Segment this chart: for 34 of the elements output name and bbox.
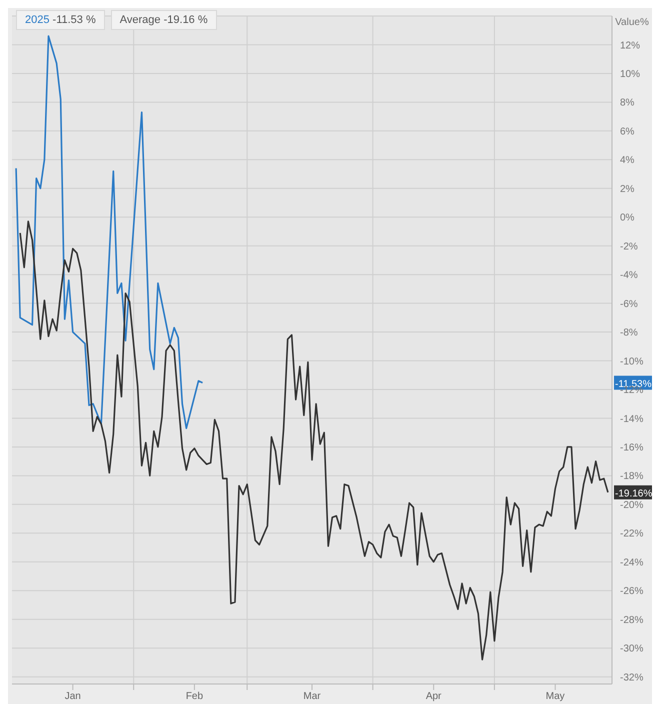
line-series bbox=[15, 35, 204, 430]
x-tick-label: May bbox=[546, 691, 565, 702]
y-tick-label: 12% bbox=[620, 40, 640, 52]
y-tick-label: -26% bbox=[620, 586, 644, 598]
y-tick-label: -30% bbox=[620, 644, 644, 655]
y-tick-label: 10% bbox=[620, 69, 640, 80]
y-tick-label: -16% bbox=[620, 442, 644, 454]
x-tick-label: Apr bbox=[426, 691, 442, 702]
y-tick-label: 4% bbox=[620, 155, 635, 166]
y-axis-title: Value% bbox=[615, 17, 649, 28]
y-tick-label: 0% bbox=[620, 212, 635, 224]
annotation: -19.16 % bbox=[162, 14, 208, 26]
x-tick-label: Feb bbox=[186, 691, 204, 702]
x-tick-label: Mar bbox=[303, 691, 322, 702]
value-tag: -19.16% bbox=[614, 485, 652, 500]
y-tick-label: -22% bbox=[620, 528, 644, 540]
y-tick-label: -6% bbox=[620, 298, 638, 310]
y-tick-label: -8% bbox=[620, 328, 638, 339]
y-tick-label: -4% bbox=[620, 270, 638, 282]
y-tick-label: 2% bbox=[620, 184, 635, 195]
series-label: 2025 bbox=[25, 14, 50, 26]
y-tick-label: -28% bbox=[620, 614, 644, 626]
text: Average bbox=[120, 14, 161, 26]
y-tick-label: -10% bbox=[620, 356, 644, 368]
y-tick-label: 8% bbox=[620, 98, 635, 109]
y-tick-label: -20% bbox=[620, 500, 644, 511]
y-tick-label: -14% bbox=[620, 414, 644, 425]
y-tick-label: -24% bbox=[620, 557, 644, 568]
annotation: -11.53 % bbox=[52, 14, 96, 26]
y-tick-label: 6% bbox=[620, 126, 635, 138]
x-tick-label: Jan bbox=[64, 691, 81, 702]
y-tick-label: -18% bbox=[620, 471, 644, 482]
y-tick-label: -32% bbox=[620, 672, 644, 684]
y-tick-label: -2% bbox=[620, 241, 638, 252]
